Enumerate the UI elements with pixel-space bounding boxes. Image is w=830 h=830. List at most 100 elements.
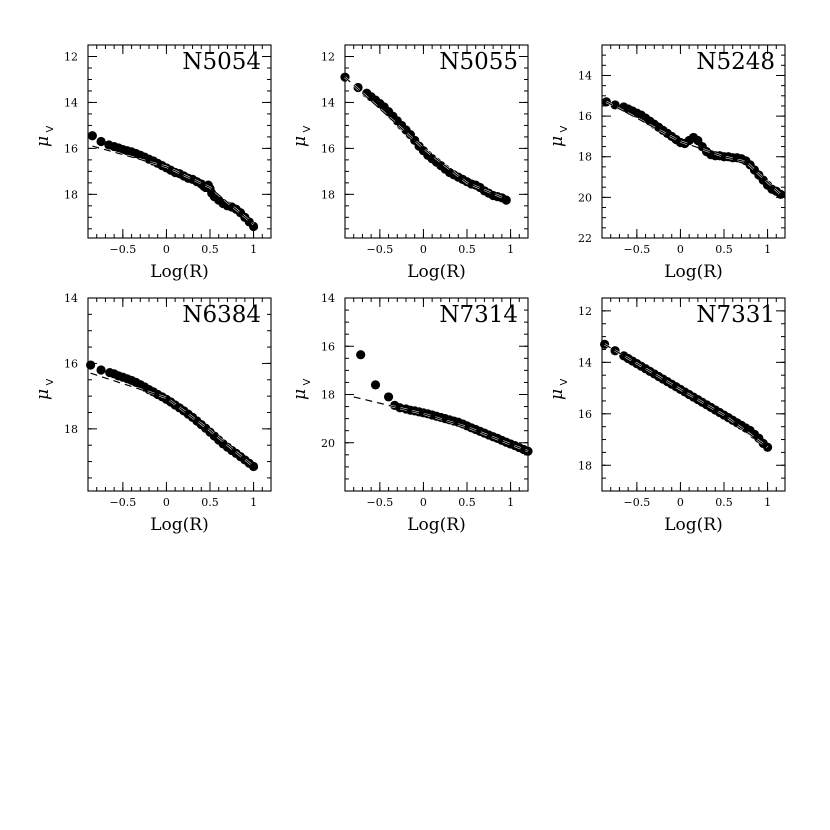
x-axis-title: Log(R) [150, 262, 208, 282]
y-axis-symbol: μ [33, 136, 53, 147]
data-point [96, 365, 106, 375]
y-axis-title: μV [290, 126, 313, 148]
data-point [248, 221, 259, 232]
x-tick-label: −0.5 [366, 243, 393, 256]
y-tick-label: 16 [578, 110, 592, 123]
x-tick-label: 0 [677, 496, 684, 509]
panel-title: N5055 [439, 49, 518, 75]
y-axis-title: μV [33, 379, 56, 401]
y-tick-label: 12 [578, 305, 592, 318]
data-point [96, 136, 106, 147]
y-tick-label: 18 [321, 188, 335, 201]
x-tick-label: −0.5 [109, 496, 136, 509]
panel-n7314: −0.5 0 0.5 1 14 16 18 20 Log(R) μV N7314 [290, 292, 533, 535]
x-tick-label: −0.5 [623, 243, 650, 256]
y-tick-label: 14 [578, 69, 592, 82]
data-point [601, 97, 611, 107]
data-point [383, 392, 394, 402]
y-tick-label: 20 [578, 191, 592, 204]
x-tick-label: 1 [507, 243, 514, 256]
y-tick-label: 14 [64, 96, 78, 109]
y-tick-label: 18 [321, 389, 335, 402]
panel-title: N5248 [696, 49, 775, 75]
y-tick-label: 20 [321, 437, 335, 450]
x-axis-title: Log(R) [407, 262, 465, 282]
fit-line [344, 76, 507, 200]
data-point [86, 360, 96, 370]
x-tick-label: 0.5 [458, 496, 476, 509]
panel-title: N7314 [439, 302, 518, 328]
x-axis-title: Log(R) [664, 515, 722, 535]
y-axis-subscript: V [302, 126, 313, 133]
x-tick-label: 1 [250, 496, 257, 509]
y-tick-label: 16 [578, 408, 592, 421]
fit-line [353, 396, 529, 452]
panel-title: N7331 [696, 302, 775, 328]
y-axis-subscript: V [45, 126, 56, 133]
y-axis-symbol: μ [290, 136, 310, 147]
x-tick-label: 0.5 [201, 496, 219, 509]
x-tick-label: 0 [420, 243, 427, 256]
data-point [501, 195, 511, 205]
x-tick-label: −0.5 [109, 243, 136, 256]
x-axis-title: Log(R) [150, 515, 208, 535]
plot-frame [344, 44, 529, 239]
y-tick-label: 16 [64, 142, 78, 155]
y-tick-label: 16 [321, 340, 335, 353]
y-tick-label: 22 [578, 232, 592, 245]
x-tick-label: 1 [764, 243, 771, 256]
x-tick-label: 0 [420, 496, 427, 509]
y-tick-label: 14 [64, 292, 78, 305]
plot-frame [601, 44, 786, 239]
fit-line [90, 372, 254, 467]
y-axis-subscript: V [302, 379, 313, 386]
fit-line [92, 145, 254, 225]
panel-n7331: −0.5 0 0.5 1 12 14 16 18 Log(R) μV N7331 [547, 297, 786, 535]
y-axis-symbol: μ [290, 389, 310, 400]
fit-line [604, 343, 768, 448]
x-tick-label: 0 [163, 243, 170, 256]
x-tick-label: −0.5 [366, 496, 393, 509]
y-tick-label: 18 [64, 188, 78, 201]
x-tick-label: 0 [677, 243, 684, 256]
y-axis-title: μV [33, 126, 56, 148]
y-axis-symbol: μ [33, 389, 53, 400]
x-tick-label: 0.5 [715, 243, 733, 256]
data-point [248, 461, 259, 472]
panel-n5054: −0.5 0 0.5 1 12 14 16 18 Log(R) μV N5054 [33, 44, 272, 282]
y-tick-label: 16 [64, 357, 78, 370]
data-point [370, 380, 381, 390]
y-axis-subscript: V [559, 126, 570, 133]
plot-frame [601, 297, 786, 492]
y-axis-title: μV [290, 379, 313, 401]
plot-frame [87, 44, 272, 239]
y-tick-label: 18 [64, 423, 78, 436]
fit-line-highlight [92, 145, 255, 226]
panel-title: N6384 [182, 302, 261, 328]
x-tick-label: 0 [163, 496, 170, 509]
x-tick-label: 0.5 [715, 496, 733, 509]
panel-title: N5054 [182, 49, 261, 75]
y-tick-label: 18 [578, 151, 592, 164]
x-tick-label: 1 [507, 496, 514, 509]
x-tick-label: 0.5 [201, 243, 219, 256]
data-point [356, 350, 366, 360]
panel-n5248: −0.5 0 0.5 1 14 16 18 20 22 Log(R) μV N5248 [547, 44, 786, 282]
data-point [353, 82, 363, 93]
panel-n5055: −0.5 0 0.5 1 12 14 16 18 Log(R) μV N5055 [290, 44, 529, 282]
y-tick-label: 12 [64, 50, 78, 63]
y-tick-label: 12 [321, 50, 335, 63]
y-tick-label: 18 [578, 459, 592, 472]
x-axis-title: Log(R) [664, 262, 722, 282]
y-axis-symbol: μ [547, 136, 567, 147]
y-axis-subscript: V [45, 379, 56, 386]
panel-n6384: −0.5 0 0.5 1 14 16 18 Log(R) μV N6384 [33, 292, 272, 535]
x-tick-label: 1 [764, 496, 771, 509]
fit-line [606, 101, 782, 195]
x-tick-label: −0.5 [623, 496, 650, 509]
y-axis-title: μV [547, 379, 570, 401]
x-axis-title: Log(R) [407, 515, 465, 535]
y-tick-label: 14 [321, 96, 335, 109]
y-tick-label: 16 [321, 142, 335, 155]
